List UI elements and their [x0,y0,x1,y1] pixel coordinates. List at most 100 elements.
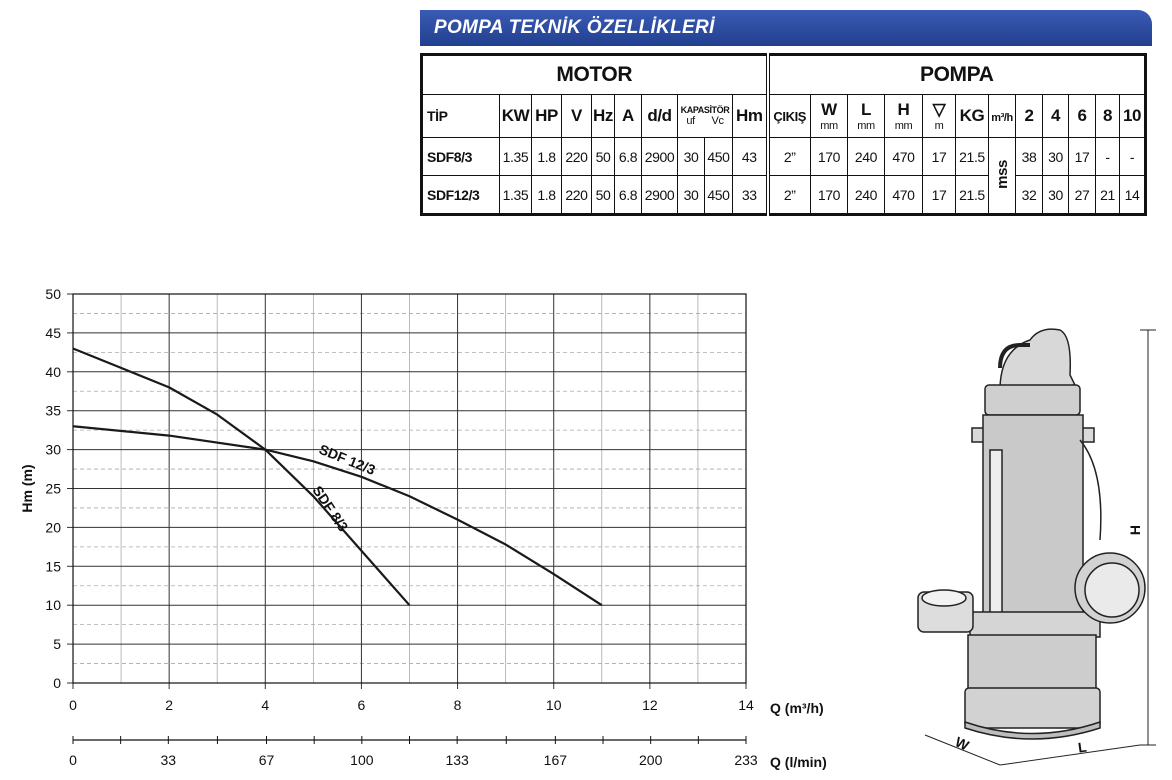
column-label: ▽ [932,100,946,119]
dim-height: H [1127,525,1143,535]
x-tick-label: 8 [454,697,462,713]
column-sub: m [934,120,944,132]
cell: 1.35 [499,175,532,215]
cell: 470 [884,137,923,176]
cell: 1.8 [531,137,562,176]
column-label: H [897,100,910,119]
x-tick-label: 12 [642,697,658,713]
column-sub: mm [820,120,838,132]
cell: 21.5 [955,175,989,215]
column-header: ÇIKIŞ [765,94,811,138]
cell: 30 [1042,175,1069,215]
y-tick-label: 40 [45,364,61,380]
cell: 30 [1042,137,1069,176]
x2-tick-label: 67 [259,752,275,768]
column-header: 6 [1068,94,1096,138]
cell: 33 [732,175,768,215]
y-tick-label: 10 [45,597,61,613]
column-label: m³/h [991,112,1013,124]
column-label: 6 [1077,106,1087,125]
column-label: V [571,106,582,125]
y-tick-label: 15 [45,558,61,574]
column-sub: mm [857,120,875,132]
x-axis-label: Q (m³/h) [770,700,824,716]
cell: 450 [704,175,733,215]
column-label: 4 [1050,106,1061,125]
column-header: 2 [1015,94,1043,138]
cell: 38 [1015,137,1043,176]
column-sub: mm [894,120,913,132]
column-label: KG [959,106,985,125]
cell: 27 [1068,175,1096,215]
column-label: 10 [1122,106,1142,125]
column-header: 4 [1042,94,1069,138]
data-row: SDF8/3 1.35 1.8 220 50 6.8 2900 30 450 43 2” 170 240… [421,137,1146,215]
x2-tick-label: 133 [445,752,469,768]
cell: 170 [810,175,848,215]
y-tick-label: 25 [45,481,61,497]
cell: 6.8 [614,175,642,215]
column-label: Hm [735,106,763,125]
column-label: KW [501,106,530,125]
y-tick-label: 50 [45,286,61,302]
column-label: KAPASİTÖR [680,105,730,115]
dim-length: L [1077,738,1088,755]
cell: 21 [1095,175,1120,215]
column-header: ▽ m [922,94,956,138]
cell: SDF12/3 [421,175,500,215]
y-tick-label: 5 [53,636,61,652]
cell: 240 [847,175,885,215]
column-label: TİP [427,108,448,124]
y-axis-label: Hm (m) [19,464,35,512]
group-row: MOTOR POMPA [421,54,1146,95]
x2-tick-label: 167 [544,752,568,768]
banner: POMPA TEKNİK ÖZELLİKLERİ [420,10,1152,46]
x-tick-label: 0 [69,697,77,713]
cell: - [1119,137,1146,176]
x2-tick-label: 233 [734,752,758,768]
column-header: d/d [641,94,678,138]
x2-tick-label: 33 [161,752,177,768]
cell: 2900 [641,137,678,176]
cell: 17 [922,175,956,215]
x-tick-label: 10 [546,697,562,713]
x2-tick-label: 0 [69,752,77,768]
column-header: Hm [732,94,768,138]
x2-tick-label: 100 [350,752,374,768]
column-label: Hz [593,106,613,125]
column-header: V [561,94,592,138]
cell: 2” [765,137,811,176]
cell: 50 [591,137,615,176]
cell: 1.8 [531,175,562,215]
cell: 14 [1119,175,1146,215]
plot-frame [72,293,747,684]
column-header: A [614,94,642,138]
y-tick-label: 20 [45,519,61,535]
x2-tick-label: 200 [639,752,663,768]
y-tick-label: 0 [53,675,61,691]
cell: 220 [561,175,592,215]
curve [72,425,603,607]
cell: 50 [591,175,615,215]
column-header: 10 [1119,94,1146,138]
column-sub: Vc [711,115,724,127]
column-label: 8 [1102,106,1113,125]
banner-title: POMPA TEKNİK ÖZELLİKLERİ [434,17,715,38]
x-tick-label: 2 [165,697,173,713]
cell: 6.8 [614,137,642,176]
y-tick-label: 35 [45,403,61,419]
cell: 21.5 [955,137,989,176]
column-label: ÇIKIŞ [773,109,807,124]
curve [72,347,411,606]
column-label: HP [535,106,558,125]
column-label: A [622,106,634,125]
group-header: MOTOR [421,54,768,95]
data-row: SDF12/3 1.35 1.8 220 50 6.8 2900 30 450 33 2” 170 24… [421,175,1146,215]
cell: 470 [884,175,923,215]
column-sub: uf [686,115,695,127]
